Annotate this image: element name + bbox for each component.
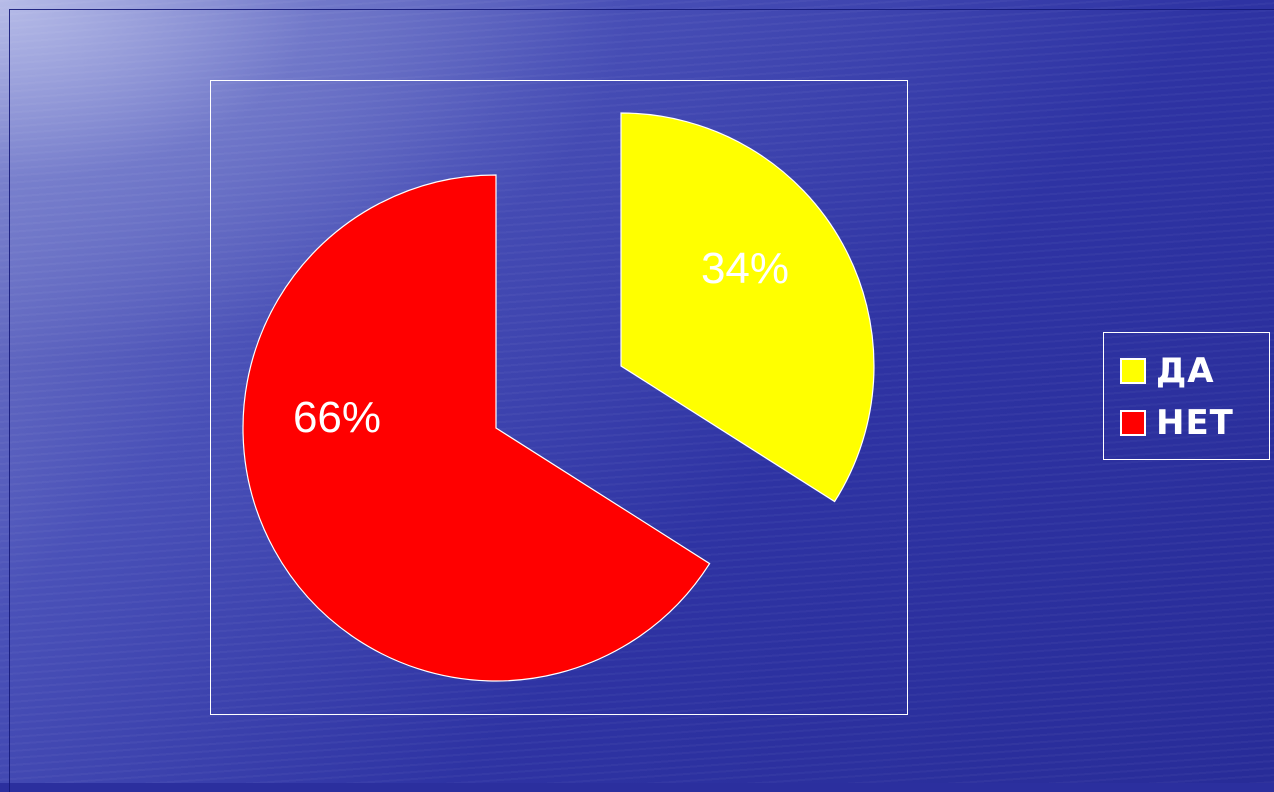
slide-frame — [9, 9, 1274, 792]
legend-entry-net: НЕТ — [1120, 403, 1234, 443]
pie-slice-da — [620, 112, 875, 503]
legend-swatch-net — [1120, 410, 1146, 436]
pie-label-net: 66% — [293, 393, 381, 442]
legend-entry-da: ДА — [1120, 351, 1215, 391]
legend-label-da: ДА — [1156, 351, 1215, 391]
chart-plot-area — [210, 80, 908, 715]
pie-slice-net — [242, 174, 711, 682]
legend-label-net: НЕТ — [1156, 403, 1234, 443]
pie-label-da: 34% — [701, 244, 789, 293]
legend-swatch-da — [1120, 358, 1146, 384]
chart-legend: ДА НЕТ — [1103, 332, 1270, 460]
